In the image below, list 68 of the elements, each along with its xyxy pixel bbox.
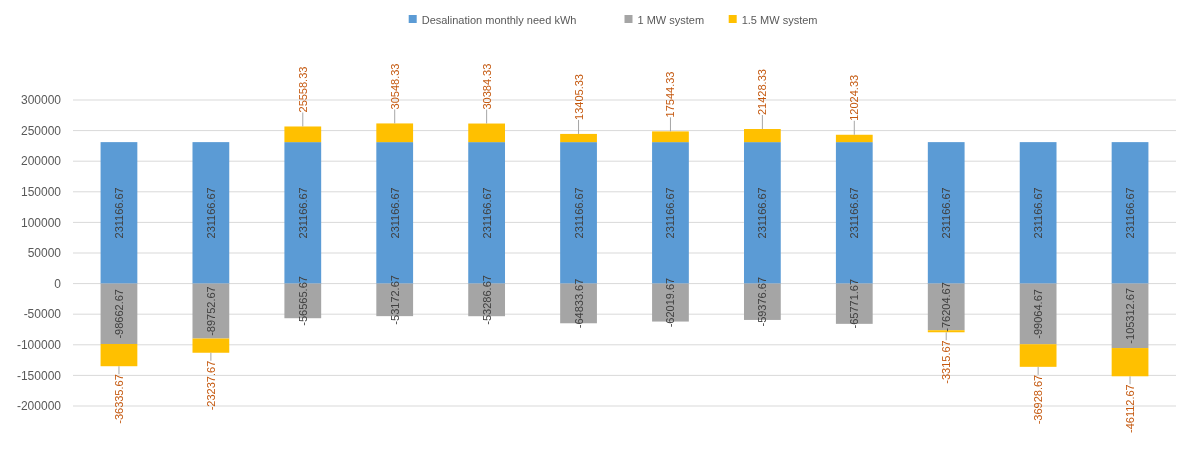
data-label: 231166.67 <box>1124 187 1137 239</box>
bar <box>1019 344 1057 367</box>
data-label: -64833.67 <box>572 278 585 329</box>
data-label: -98662.67 <box>112 289 125 339</box>
data-label: 30384.33 <box>480 63 493 110</box>
y-tick-label: 250000 <box>20 123 62 138</box>
data-label: -65771.67 <box>848 278 861 329</box>
y-tick-label: 100000 <box>20 215 62 230</box>
y-tick-label: 300000 <box>20 93 62 108</box>
data-label: 231166.67 <box>940 187 953 239</box>
bar <box>192 142 230 284</box>
y-tick-label: -50000 <box>23 307 62 322</box>
data-label: 231166.67 <box>1032 187 1045 239</box>
bar <box>1111 142 1149 284</box>
data-label: 231166.67 <box>664 187 677 239</box>
y-tick-label: 0 <box>54 276 62 291</box>
data-label: -59376.67 <box>756 277 769 327</box>
data-label: 231166.67 <box>756 187 769 239</box>
bar <box>927 330 965 333</box>
data-label: 12024.33 <box>848 74 861 121</box>
data-label: -89752.67 <box>204 286 217 336</box>
data-label: 231166.67 <box>296 187 309 239</box>
data-label: 231166.67 <box>388 187 401 239</box>
data-label: -53172.67 <box>388 275 401 325</box>
bar <box>1019 142 1057 284</box>
bar <box>560 133 597 143</box>
data-label: 231166.67 <box>112 187 125 239</box>
legend-label: 1.5 MW system <box>741 13 818 26</box>
data-label: -62019.67 <box>664 277 677 328</box>
bar <box>652 131 689 143</box>
bar <box>927 142 965 284</box>
data-label: -105312.67 <box>1124 287 1137 344</box>
bar <box>376 123 414 143</box>
data-label: -36928.67 <box>1032 374 1045 425</box>
y-tick-label: -200000 <box>16 399 62 414</box>
data-label: 25558.33 <box>296 66 309 113</box>
bar <box>192 338 230 353</box>
data-label: -23237.67 <box>204 360 217 411</box>
data-label: 17544.33 <box>664 71 677 118</box>
data-label: 231166.67 <box>848 187 861 239</box>
data-label: -46112.67 <box>1124 384 1137 434</box>
data-label: -3315.67 <box>940 340 953 384</box>
data-label: -99064.67 <box>1032 289 1045 339</box>
bar <box>835 134 873 143</box>
bar <box>1111 348 1149 377</box>
bar <box>468 123 506 143</box>
y-tick-label: -150000 <box>16 368 62 383</box>
data-label: -36335.67 <box>112 374 125 424</box>
legend-label: Desalination monthly need kWh <box>421 13 577 26</box>
data-label: 13405.33 <box>572 74 585 120</box>
data-label: -53286.67 <box>480 275 493 325</box>
data-label: -76204.67 <box>940 282 953 332</box>
bar <box>192 283 230 339</box>
data-label: 21428.33 <box>756 69 769 116</box>
data-label: 30548.33 <box>388 63 401 110</box>
data-label: 231166.67 <box>572 187 585 239</box>
y-tick-label: -100000 <box>16 338 62 352</box>
bar <box>284 126 322 143</box>
y-tick-label: 200000 <box>20 154 62 169</box>
bar <box>100 142 138 284</box>
data-label: 231166.67 <box>204 187 217 239</box>
data-label: -56565.67 <box>296 276 309 326</box>
data-label: 231166.67 <box>480 187 493 239</box>
legend-label: 1 MW system <box>637 13 705 26</box>
y-tick-label: 50000 <box>27 246 62 261</box>
bar <box>743 129 781 143</box>
y-tick-label: 150000 <box>20 185 62 199</box>
bar <box>100 343 138 367</box>
